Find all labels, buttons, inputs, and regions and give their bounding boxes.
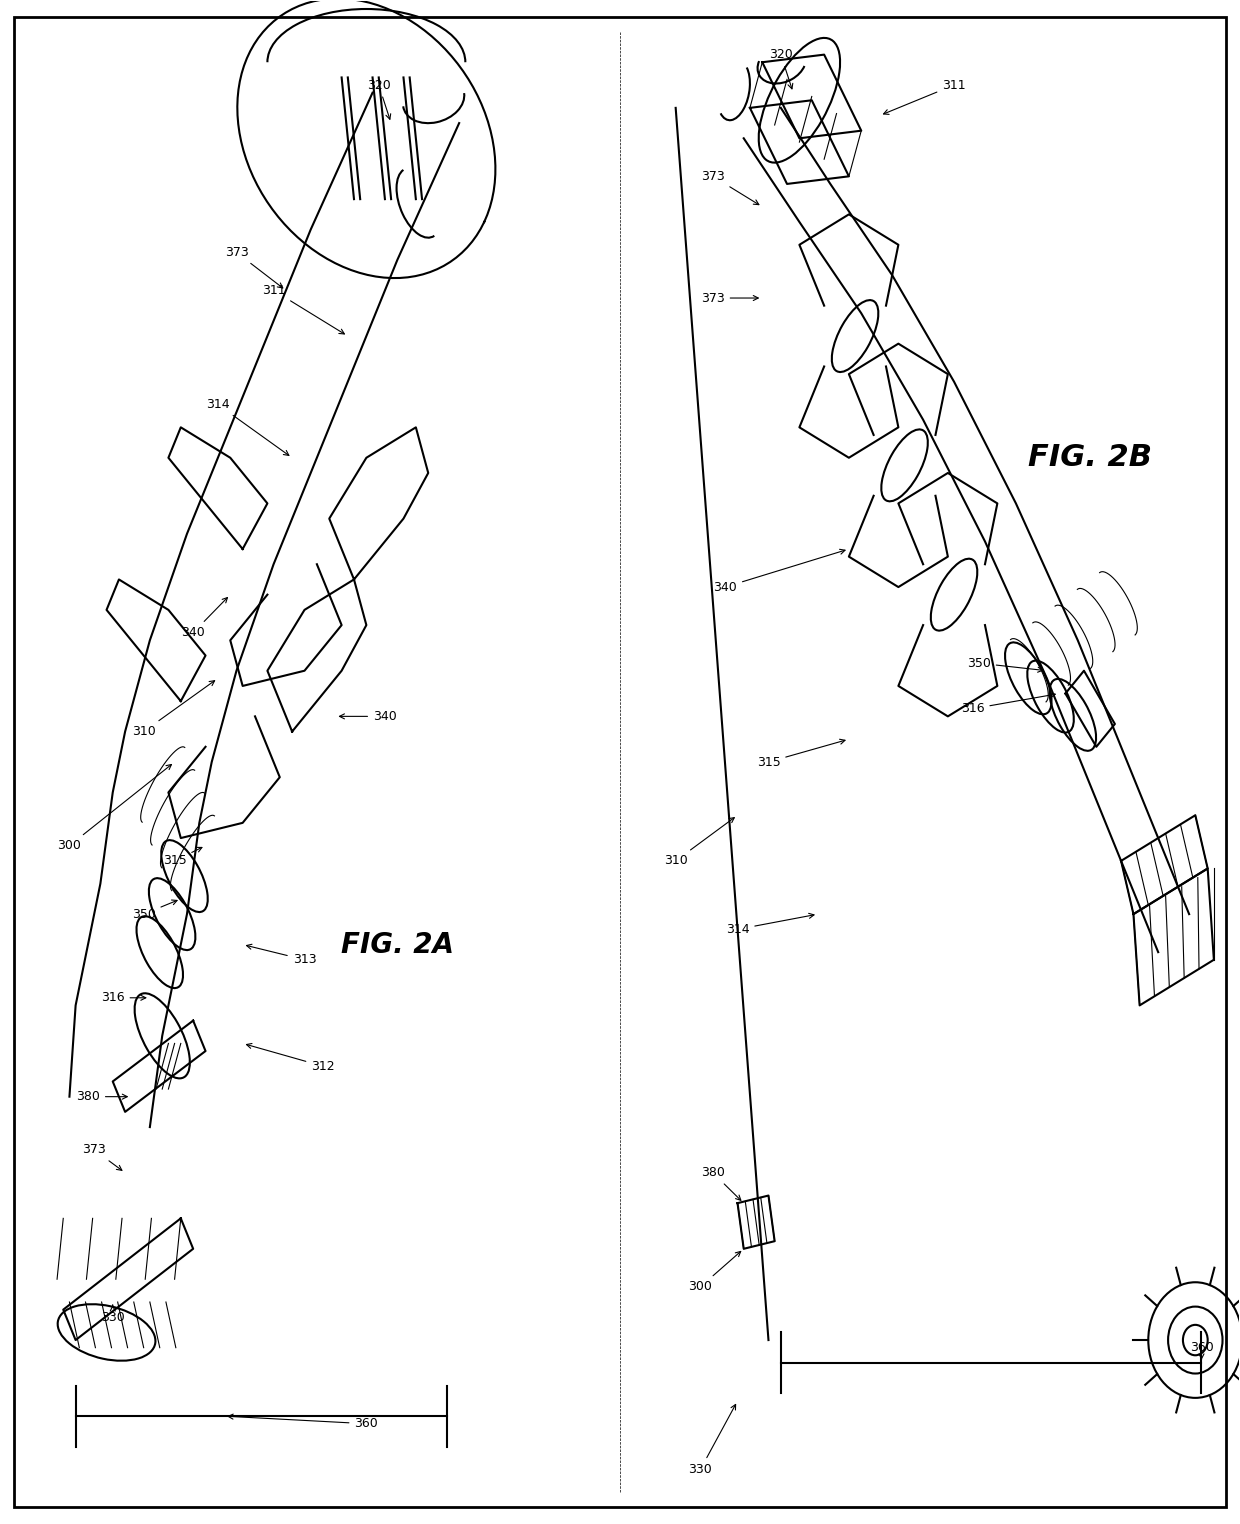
Text: 380: 380 [76,1090,128,1103]
Text: 310: 310 [131,681,215,738]
Text: 316: 316 [961,692,1055,715]
Text: 310: 310 [663,818,734,867]
Text: 373: 373 [82,1143,122,1170]
Text: 314: 314 [206,398,289,456]
Text: 350: 350 [967,657,1043,672]
Text: 340: 340 [340,710,397,722]
Text: 311: 311 [884,79,966,114]
Text: 330: 330 [688,1405,735,1475]
Text: 340: 340 [713,549,844,593]
Text: 300: 300 [57,765,171,852]
Text: 373: 373 [701,169,759,204]
Text: 320: 320 [367,79,391,119]
Text: 314: 314 [725,913,813,936]
Text: 360: 360 [1189,1341,1214,1359]
Text: 330: 330 [100,1305,124,1324]
Text: 311: 311 [262,283,345,334]
Text: 315: 315 [162,847,202,867]
Text: 373: 373 [701,291,759,305]
Text: FIG. 2A: FIG. 2A [341,931,454,959]
Text: 340: 340 [181,597,227,639]
Text: 380: 380 [701,1166,740,1201]
Text: 360: 360 [228,1414,378,1430]
Text: 316: 316 [100,991,146,1004]
Text: 315: 315 [756,739,844,768]
Text: 313: 313 [247,945,316,966]
Text: 320: 320 [769,49,792,88]
Text: 300: 300 [688,1251,740,1294]
Text: 312: 312 [247,1044,335,1073]
Text: 350: 350 [131,901,177,920]
Text: 373: 373 [224,245,283,288]
Text: FIG. 2B: FIG. 2B [1028,443,1152,472]
